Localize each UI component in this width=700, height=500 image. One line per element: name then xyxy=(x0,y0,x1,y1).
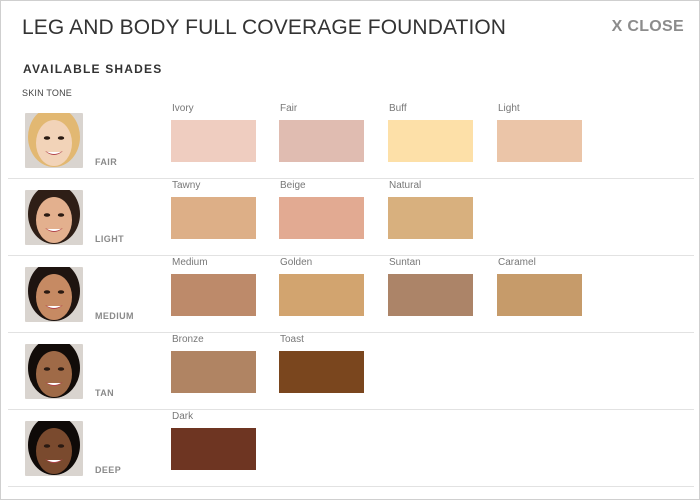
shade-name: Bronze xyxy=(172,334,204,345)
shade-row-deep: DEEP Dark xyxy=(8,410,694,487)
skin-tone-name: MEDIUM xyxy=(95,311,134,321)
shade-swatch[interactable] xyxy=(279,274,364,316)
shade-option[interactable]: Golden xyxy=(279,256,364,316)
skin-tone-name: LIGHT xyxy=(95,234,124,244)
shade-row-light: LIGHT Tawny Beige Natural xyxy=(8,179,694,256)
close-button[interactable]: X CLOSE xyxy=(611,18,684,35)
shade-swatch[interactable] xyxy=(497,120,582,162)
shade-swatch[interactable] xyxy=(171,197,256,239)
shade-option[interactable]: Tawny xyxy=(171,179,256,239)
shade-name: Light xyxy=(498,103,520,114)
shade-option[interactable]: Bronze xyxy=(171,333,256,393)
shade-option[interactable]: Suntan xyxy=(388,256,473,316)
modal-title: LEG AND BODY FULL COVERAGE FOUNDATION xyxy=(22,16,507,39)
shade-option[interactable]: Buff xyxy=(388,102,473,162)
shade-option[interactable]: Caramel xyxy=(497,256,582,316)
shade-name: Fair xyxy=(280,103,298,114)
shade-name: Medium xyxy=(172,257,208,268)
shade-swatch[interactable] xyxy=(279,197,364,239)
section-title: AVAILABLE SHADES xyxy=(23,62,163,76)
shade-option[interactable]: Light xyxy=(497,102,582,162)
shade-name: Dark xyxy=(172,411,194,422)
shade-name: Buff xyxy=(389,103,407,114)
shade-name: Golden xyxy=(280,257,313,268)
shade-swatch[interactable] xyxy=(171,351,256,393)
row-divider xyxy=(8,255,694,256)
shade-swatch[interactable] xyxy=(497,274,582,316)
shade-name: Caramel xyxy=(498,257,536,268)
shade-swatch[interactable] xyxy=(171,120,256,162)
shade-option[interactable]: Medium xyxy=(171,256,256,316)
shade-option[interactable]: Toast xyxy=(279,333,364,393)
skin-tone-label: SKIN TONE xyxy=(22,88,72,98)
skin-tone-portrait xyxy=(25,344,83,399)
skin-tone-name: FAIR xyxy=(95,157,118,167)
shade-name: Tawny xyxy=(172,180,201,191)
skin-tone-portrait xyxy=(25,113,83,168)
shade-swatch[interactable] xyxy=(388,120,473,162)
shade-swatch[interactable] xyxy=(171,274,256,316)
shade-option[interactable]: Natural xyxy=(388,179,473,239)
skin-tone-portrait xyxy=(25,190,83,245)
skin-tone-name: DEEP xyxy=(95,465,122,475)
shade-name: Natural xyxy=(389,180,422,191)
shade-row-fair: FAIR Ivory Fair Buff Light xyxy=(8,102,694,179)
row-divider xyxy=(8,486,694,487)
skin-tone-portrait xyxy=(25,267,83,322)
shade-name: Ivory xyxy=(172,103,194,114)
row-divider xyxy=(8,409,694,410)
row-divider xyxy=(8,332,694,333)
shade-swatch[interactable] xyxy=(279,351,364,393)
shade-swatch[interactable] xyxy=(388,274,473,316)
shade-name: Toast xyxy=(280,334,304,345)
shade-option[interactable]: Dark xyxy=(171,410,256,470)
skin-tone-name: TAN xyxy=(95,388,115,398)
shade-option[interactable]: Beige xyxy=(279,179,364,239)
row-divider xyxy=(8,178,694,179)
shade-row-tan: TAN Bronze Toast xyxy=(8,333,694,410)
shade-option[interactable]: Fair xyxy=(279,102,364,162)
shade-swatch[interactable] xyxy=(279,120,364,162)
shade-swatch[interactable] xyxy=(171,428,256,470)
shade-name: Suntan xyxy=(389,257,421,268)
shade-swatch[interactable] xyxy=(388,197,473,239)
shade-name: Beige xyxy=(280,180,306,191)
skin-tone-portrait xyxy=(25,421,83,476)
shade-row-medium: MEDIUM Medium Golden Suntan Caramel xyxy=(8,256,694,333)
shade-option[interactable]: Ivory xyxy=(171,102,256,162)
